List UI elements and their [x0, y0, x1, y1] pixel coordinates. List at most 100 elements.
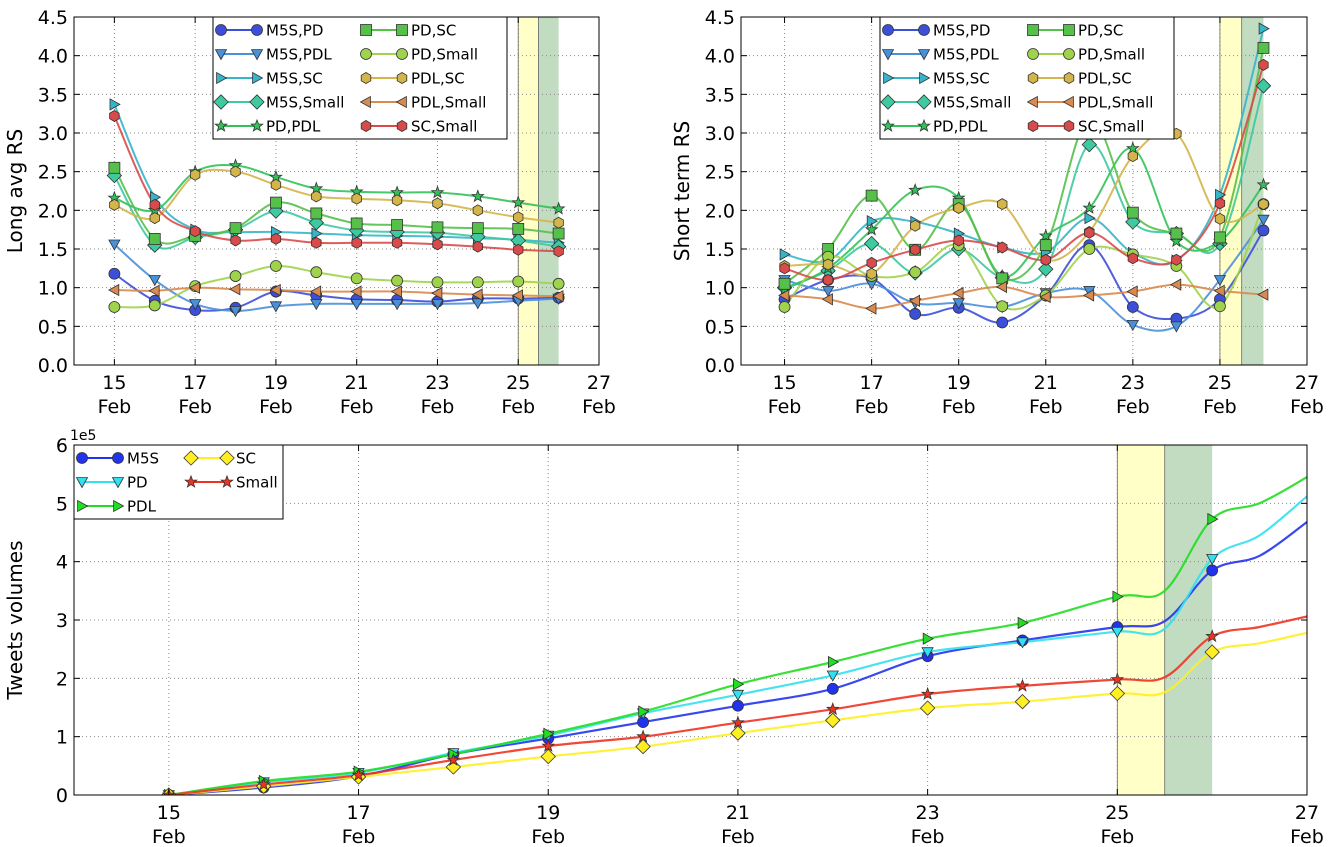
data-point [310, 266, 323, 279]
x-tick-label-month: Feb [342, 826, 376, 847]
data-point [997, 241, 1008, 254]
legend-label: PDL,Small [411, 94, 486, 112]
legend-entry: PD,PDL [214, 118, 321, 136]
legend-marker [881, 49, 895, 61]
data-point [922, 632, 934, 645]
legend-marker [881, 118, 895, 132]
legend-marker [396, 24, 408, 36]
x-tick-label-month: Feb [1203, 396, 1237, 418]
data-point [821, 293, 833, 306]
data-point [863, 235, 880, 252]
x-tick-label: 23 [425, 372, 449, 394]
data-point [1039, 239, 1052, 252]
legend-label: PD,SC [1078, 22, 1123, 40]
data-point [391, 194, 403, 207]
x-tick-label-month: Feb [855, 396, 889, 418]
data-point [391, 236, 403, 249]
y-axis-label: Tweets volumes [3, 540, 27, 700]
data-point [822, 258, 834, 271]
chart-panel-1: 15Feb17Feb19Feb21Feb23Feb25Feb27Feb0.00.… [3, 7, 616, 418]
data-point [311, 190, 322, 203]
y-tick-label: 3 [56, 610, 68, 632]
y-tick-label: 0 [56, 785, 68, 807]
data-point [996, 300, 1009, 313]
data-point [952, 298, 965, 310]
data-point [229, 222, 242, 235]
series-line [168, 631, 1307, 795]
x-tick-label: 17 [346, 802, 370, 824]
x-tick-label: 27 [1295, 802, 1319, 824]
legend-marker [111, 477, 125, 489]
data-point [1126, 285, 1138, 298]
data-point [553, 245, 564, 258]
data-point [1206, 564, 1219, 577]
legend-label: M5S,SC [266, 70, 323, 88]
legend-marker [216, 71, 228, 85]
data-point [471, 276, 484, 289]
data-point [1214, 197, 1226, 210]
x-tick-label-month: Feb [98, 396, 132, 418]
data-point [108, 283, 120, 297]
data-point [229, 306, 242, 318]
data-point [148, 275, 161, 287]
data-point [1170, 321, 1183, 333]
legend-box [879, 16, 1175, 140]
legend-marker [919, 71, 931, 85]
x-tick-label-month: Feb [1290, 396, 1324, 418]
data-point [188, 281, 201, 294]
x-tick-label: 15 [157, 802, 181, 824]
data-point [779, 262, 790, 275]
data-point [432, 238, 443, 251]
data-point [1109, 685, 1126, 702]
legend-label: Small [236, 474, 278, 492]
x-tick-label: 15 [772, 372, 796, 394]
legend-entry: PD,Small [360, 46, 478, 64]
data-point [1084, 211, 1096, 225]
data-point [1257, 224, 1270, 237]
data-point [350, 217, 363, 230]
data-point [1257, 288, 1269, 301]
y-tick-label: 2 [56, 668, 68, 690]
data-point [1258, 58, 1269, 71]
legend-marker [75, 477, 89, 489]
highlight-span [518, 17, 539, 365]
data-point [189, 299, 202, 311]
legend-marker [359, 95, 371, 109]
data-point [430, 185, 445, 199]
x-tick-label-month: Feb [1100, 826, 1134, 847]
data-point [1038, 261, 1054, 277]
legend-label: PD,SC [411, 22, 456, 40]
data-point [864, 222, 879, 236]
data-point [552, 227, 565, 240]
data-point [1084, 226, 1095, 239]
legend: M5S,PD M5S,PDL M5S,SC M5S,Small PD,PDL PD,SC P… [212, 16, 508, 140]
y-tick-label: 2.0 [705, 200, 735, 222]
x-tick-label-month: Feb [582, 396, 616, 418]
y-tick-label: 4.0 [38, 46, 68, 68]
data-point [109, 110, 120, 122]
legend-entry: PDL,SC [1027, 70, 1132, 88]
data-point [1082, 200, 1097, 214]
legend-marker [214, 118, 228, 132]
data-point [778, 301, 791, 313]
y-tick-label: 3.5 [705, 84, 735, 106]
data-point [470, 189, 485, 203]
x-tick-label-month: Feb [768, 396, 802, 418]
legend-label: M5S,PDL [266, 46, 332, 64]
legend-marker [215, 24, 227, 36]
data-point [540, 748, 556, 765]
data-point [822, 273, 834, 286]
data-point [952, 286, 964, 300]
data-point [1112, 590, 1124, 603]
data-point [1111, 626, 1124, 639]
data-point [310, 299, 323, 311]
data-point [270, 196, 282, 209]
legend-marker [213, 94, 229, 110]
data-point [432, 197, 443, 210]
legend-label: PDL,SC [411, 70, 465, 88]
data-point [1126, 319, 1139, 332]
x-tick-label: 19 [264, 372, 288, 394]
legend-marker [396, 120, 408, 132]
data-point [1126, 206, 1139, 219]
legend-label: M5S,PDL [933, 46, 999, 64]
